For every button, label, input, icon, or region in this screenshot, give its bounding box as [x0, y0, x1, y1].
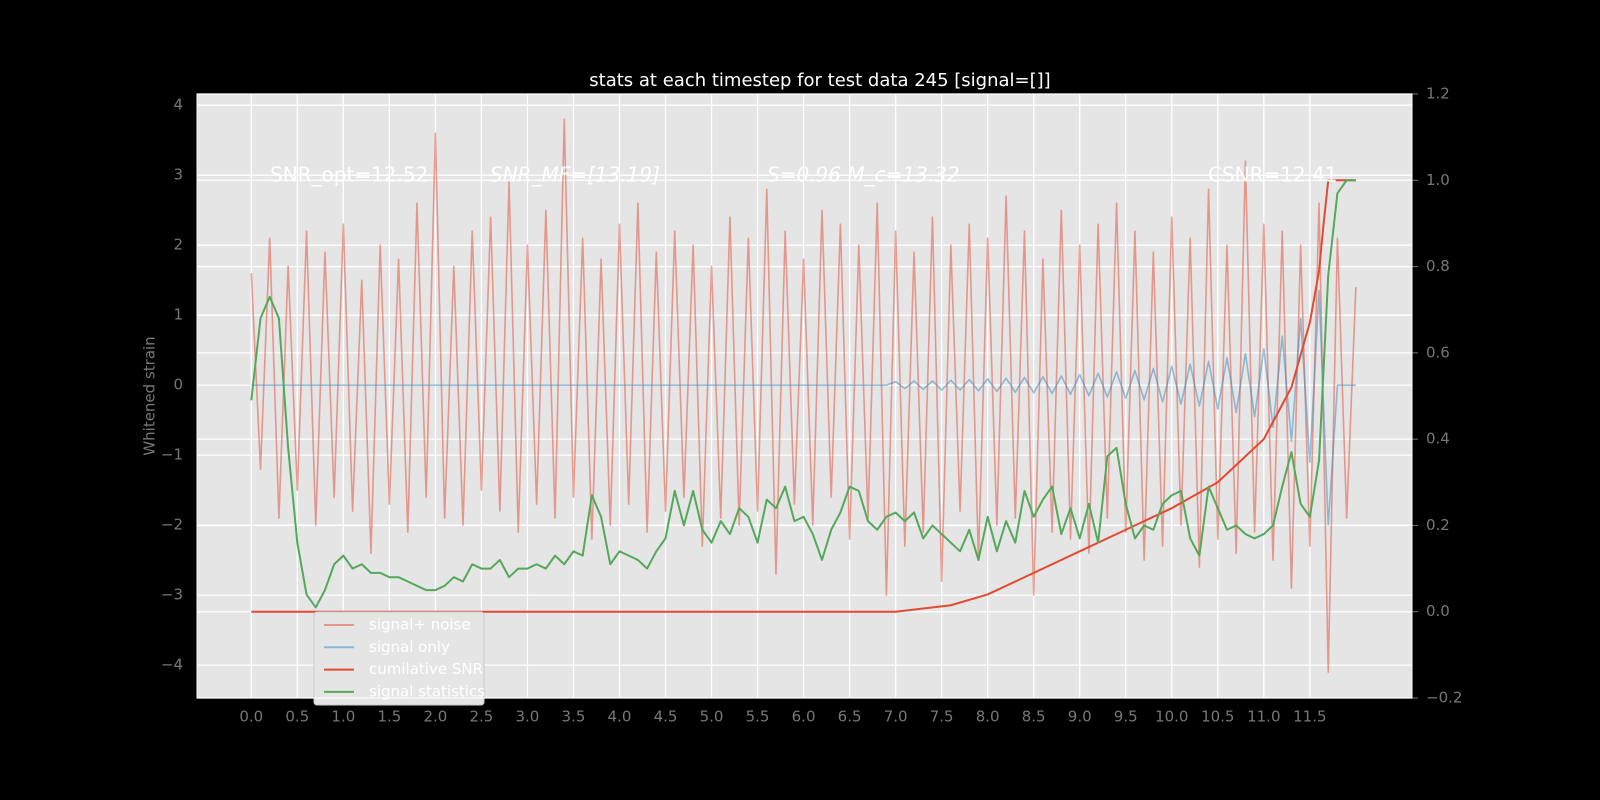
x-tick-label: 7.0	[884, 708, 908, 726]
x-tick-label: 5.0	[700, 708, 724, 726]
x-tick-label: 0.0	[239, 708, 263, 726]
x-tick-label: 6.0	[792, 708, 816, 726]
x-tick-label: 2.0	[423, 708, 447, 726]
x-tick-label: 1.5	[377, 708, 401, 726]
y2-tick-label: 0.4	[1426, 430, 1450, 448]
legend-label: signal statistics	[369, 682, 485, 700]
y2-tick-label: 0.2	[1426, 516, 1450, 534]
series-line	[250, 179, 1356, 609]
y-tick-label: 3	[173, 166, 183, 184]
x-tick-label: 1.0	[331, 708, 355, 726]
y2-tick-label: 0.6	[1426, 343, 1450, 361]
chart-title: stats at each timestep for test data 245…	[589, 70, 1050, 91]
legend-box	[313, 611, 485, 706]
x-tick-label: 11.0	[1247, 708, 1280, 726]
x-tick-label: 10.5	[1201, 708, 1234, 726]
series-line	[251, 179, 1356, 613]
x-tick-label: 8.0	[976, 708, 1000, 726]
y2-tick-label: 0.8	[1426, 257, 1450, 275]
y-axis-label: Whitened strain	[141, 336, 159, 455]
x-tick-label: 9.0	[1068, 708, 1092, 726]
x-tick-label: 4.5	[654, 708, 678, 726]
annotation: SNR_opt=12.52	[270, 163, 428, 187]
x-tick-label: 4.0	[608, 708, 632, 726]
y-tick-label: −1	[161, 446, 183, 464]
annotation: S=0.96 M_c=13.32	[767, 163, 960, 187]
x-tick-label: 6.5	[838, 708, 862, 726]
legend-label: signal only	[369, 638, 450, 656]
annotation: SNR_MF=[13.19]	[490, 163, 660, 187]
x-tick-label: 3.5	[562, 708, 586, 726]
x-tick-label: 0.5	[285, 708, 309, 726]
y-tick-label: −3	[161, 586, 183, 604]
legend-label: cumilative SNR	[369, 660, 483, 678]
legend-label: signal+ noise	[369, 616, 471, 634]
x-tick-label: 5.5	[746, 708, 770, 726]
x-tick-label: 3.0	[516, 708, 540, 726]
y2-tick-label: 0.0	[1426, 602, 1450, 620]
y-tick-label: 4	[173, 96, 183, 114]
x-tick-label: 10.0	[1155, 708, 1188, 726]
y-tick-label: 2	[173, 236, 183, 254]
y-tick-label: −4	[161, 656, 183, 674]
y2-tick-label: 1.2	[1426, 85, 1450, 103]
y-tick-label: 1	[173, 306, 183, 324]
y2-tick-label: −0.2	[1426, 689, 1462, 707]
x-tick-label: 9.5	[1114, 708, 1138, 726]
y2-tick-label: 1.0	[1426, 171, 1450, 189]
x-tick-label: 11.5	[1293, 708, 1326, 726]
x-tick-label: 7.5	[930, 708, 954, 726]
series-line	[251, 289, 1356, 526]
y-tick-label: −2	[161, 516, 183, 534]
x-tick-label: 2.5	[469, 708, 493, 726]
series-line	[250, 118, 1357, 673]
x-tick-label: 8.5	[1022, 708, 1046, 726]
annotation: CSNR=12.41	[1208, 163, 1338, 187]
y-tick-label: 0	[173, 376, 183, 394]
axes-frame	[196, 93, 1413, 699]
